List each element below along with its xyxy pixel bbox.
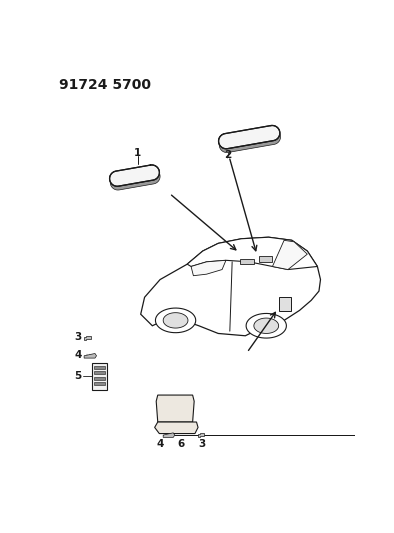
Text: 4: 4 (156, 439, 164, 449)
Polygon shape (84, 336, 91, 341)
Polygon shape (156, 395, 194, 422)
Polygon shape (254, 318, 279, 334)
Polygon shape (155, 422, 198, 433)
Text: 6: 6 (177, 439, 185, 449)
Polygon shape (163, 433, 175, 438)
Polygon shape (110, 165, 160, 186)
Text: 3: 3 (74, 332, 82, 342)
Polygon shape (246, 313, 286, 338)
Polygon shape (191, 260, 226, 276)
Text: 91724 5700: 91724 5700 (59, 78, 151, 92)
Polygon shape (94, 371, 105, 374)
Polygon shape (141, 237, 320, 336)
Polygon shape (198, 433, 204, 438)
Polygon shape (110, 165, 160, 190)
Polygon shape (94, 377, 105, 379)
Polygon shape (258, 256, 272, 262)
Polygon shape (279, 297, 291, 311)
Polygon shape (94, 366, 105, 369)
Polygon shape (219, 125, 280, 149)
Text: 1: 1 (134, 148, 141, 158)
Polygon shape (156, 308, 196, 333)
Polygon shape (187, 237, 318, 270)
Text: 5: 5 (74, 371, 82, 381)
Polygon shape (240, 259, 254, 264)
Polygon shape (84, 353, 97, 358)
Text: 4: 4 (74, 350, 82, 360)
Polygon shape (92, 363, 108, 390)
Text: 2: 2 (224, 150, 231, 160)
Polygon shape (94, 382, 105, 385)
Polygon shape (163, 313, 188, 328)
Text: 3: 3 (198, 439, 206, 449)
Polygon shape (219, 125, 281, 152)
Polygon shape (272, 240, 307, 270)
